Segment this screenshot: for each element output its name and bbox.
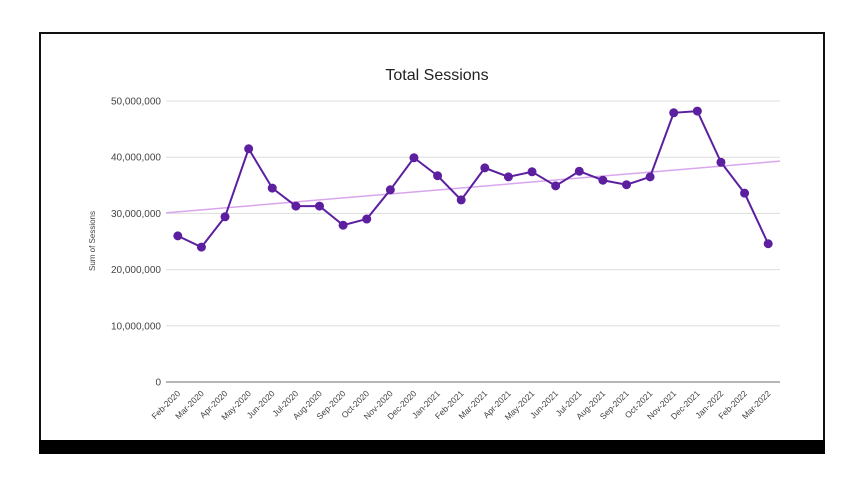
y-tick-label: 40,000,000 [111, 153, 161, 164]
data-point[interactable] [456, 195, 466, 205]
data-point[interactable] [740, 188, 750, 198]
y-axis-ticks: 0 10,000,000 20,000,000 30,000,000 40,000,00… [111, 97, 162, 389]
data-point[interactable] [622, 180, 631, 190]
data-point[interactable] [433, 171, 443, 181]
trendline-line [165, 160, 781, 214]
bottom-bar [39, 440, 825, 454]
y-axis-label: Sum of Sessions [88, 211, 97, 271]
data-series [173, 106, 773, 252]
data-point[interactable] [645, 172, 655, 182]
data-point[interactable] [527, 167, 537, 177]
data-point[interactable] [362, 214, 372, 224]
x-axis-ticks: Feb-2020Mar-2020Apr-2020May-2020Jun-2020… [149, 388, 772, 422]
y-tick-label: 20,000,000 [111, 265, 161, 276]
gridlines [166, 100, 780, 383]
y-tick-label: 0 [155, 378, 161, 389]
data-point[interactable] [716, 157, 726, 167]
data-point[interactable] [338, 220, 348, 230]
data-point[interactable] [315, 201, 324, 211]
trendline [165, 160, 781, 214]
data-point[interactable] [196, 242, 206, 252]
data-point[interactable] [551, 181, 561, 191]
data-point[interactable] [480, 163, 490, 173]
data-point[interactable] [220, 212, 230, 222]
chart-title: Total Sessions [385, 67, 488, 84]
data-point[interactable] [763, 239, 773, 249]
data-point[interactable] [173, 231, 183, 241]
data-point[interactable] [409, 153, 419, 163]
series-line [177, 110, 770, 249]
y-tick-label: 10,000,000 [111, 321, 161, 332]
data-point[interactable] [385, 185, 395, 195]
data-point[interactable] [244, 144, 254, 154]
data-point[interactable] [574, 166, 584, 176]
chart-frame [39, 32, 825, 442]
data-point[interactable] [503, 172, 513, 182]
data-point[interactable] [692, 106, 702, 116]
y-tick-label: 30,000,000 [111, 209, 161, 220]
y-tick-label: 50,000,000 [111, 97, 161, 108]
data-point[interactable] [291, 201, 301, 211]
data-point[interactable] [267, 183, 277, 193]
data-point[interactable] [598, 175, 608, 185]
data-point[interactable] [669, 108, 679, 118]
